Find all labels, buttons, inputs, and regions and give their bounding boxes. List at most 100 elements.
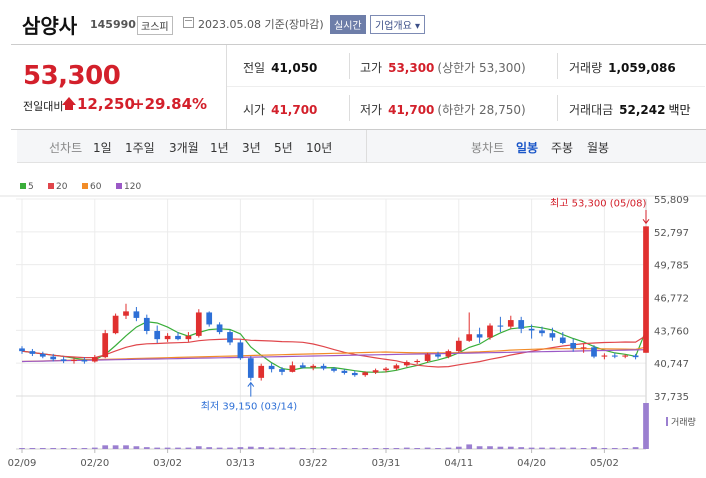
candle-body (539, 330, 545, 334)
volume-bar (164, 447, 171, 449)
volume-bar (29, 448, 36, 449)
volume-bar (331, 448, 337, 449)
volume-bar (123, 445, 129, 449)
volume-bar (310, 448, 317, 449)
volume-bar (154, 447, 161, 449)
candle-body (206, 312, 213, 325)
volume-bar (60, 448, 67, 449)
x-tick-label: 03/22 (299, 458, 328, 469)
candle-body (414, 360, 421, 363)
candle-body (39, 353, 46, 357)
volume-bar (435, 448, 441, 449)
period-5y[interactable]: 5년 (274, 141, 293, 155)
legend-label-5: 5 (28, 182, 34, 192)
volume-bar (185, 447, 192, 449)
calendar-icon (183, 17, 194, 28)
volume-bar (216, 447, 223, 449)
x-tick-label: 04/11 (444, 458, 473, 469)
candle-chart-label: 봉차트 (471, 141, 505, 155)
volume-bar (247, 446, 254, 449)
volume-bar (403, 447, 410, 449)
period-10y[interactable]: 10년 (306, 141, 333, 155)
low-label: 저가 (360, 103, 383, 117)
volume-bar (424, 447, 431, 449)
volume-bar (279, 447, 285, 449)
legend-swatch-120 (116, 183, 122, 189)
period-1y[interactable]: 1년 (210, 141, 229, 155)
candle-body (497, 325, 504, 327)
day-high: 고가 53,300 (상한가 53,300) (360, 59, 526, 76)
volume-bar (383, 448, 389, 449)
high-label: 고가 (360, 61, 383, 75)
open-price: 시가 41,700 (243, 101, 317, 118)
x-tick-label: 02/20 (80, 458, 109, 469)
volume-bar (570, 447, 577, 449)
y-tick-label: 52,797 (654, 228, 689, 239)
candle-body (528, 328, 535, 331)
volume-bar (299, 448, 306, 449)
volume-bar (320, 448, 327, 449)
period-1w[interactable]: 1주일 (125, 141, 155, 155)
candle-body (19, 348, 25, 352)
period-3y[interactable]: 3년 (242, 141, 261, 155)
volume-bar (518, 447, 525, 449)
quote-row-1: 전일 41,050 고가 53,300 (상한가 53,300) 거래량 1,059,0… (227, 45, 705, 87)
y-tick-label: 46,772 (654, 294, 689, 305)
candle-body (466, 334, 473, 341)
legend-label-20: 20 (56, 182, 68, 192)
chart-grid (0, 195, 706, 450)
candle-body (185, 335, 192, 340)
volume-bar (372, 448, 379, 449)
candle-body (559, 337, 566, 343)
candle-body (299, 365, 306, 368)
prev-close: 전일 41,050 (243, 59, 317, 76)
candle-weekly[interactable]: 주봉 (551, 141, 574, 155)
company-overview-dropdown[interactable]: 기업개요 ▾ (370, 15, 425, 34)
volume-bar (362, 448, 369, 449)
candle-body (112, 315, 119, 334)
volume-bar (195, 446, 202, 449)
candle-body (580, 347, 587, 349)
volume-bar (71, 448, 77, 449)
volume-bar (643, 403, 649, 449)
volume-bar (102, 445, 109, 449)
x-tick-label: 03/31 (372, 458, 401, 469)
realtime-button[interactable]: 실시간 (330, 15, 366, 34)
y-tick-label: 49,785 (654, 261, 689, 272)
volume-bar (50, 448, 57, 449)
candle-body (455, 340, 462, 352)
high-value: 53,300 (388, 61, 435, 75)
legend-swatch-20 (48, 183, 54, 189)
candles (19, 226, 649, 381)
candle-body (102, 333, 109, 358)
volume-bar (445, 447, 452, 449)
y-tick-label: 40,747 (654, 359, 689, 370)
x-axis: 02/09 02/20 03/02 03/13 03/22 03/31 04/11 04/20… (8, 449, 619, 469)
volume-bar (487, 446, 493, 449)
y-axis: 55,809 52,797 49,785 46,772 43,760 40,747 37,7… (654, 195, 689, 403)
volume-bar (289, 447, 296, 449)
candle-body (393, 365, 400, 369)
period-1d[interactable]: 1일 (93, 141, 112, 155)
period-3m[interactable]: 3개월 (169, 141, 199, 155)
candle-body (372, 370, 379, 373)
candle-body (622, 355, 629, 357)
volume-bar (268, 447, 275, 449)
day-low: 저가 41,700 (하한가 28,750) (360, 101, 526, 118)
volume-bar (622, 448, 629, 449)
x-tick-label: 02/09 (8, 458, 37, 469)
change-value: 12,250 (77, 95, 135, 113)
y-tick-label: 43,760 (654, 326, 689, 337)
high-annotation: 최고 53,300 (05/08) (550, 198, 646, 210)
volume-legend-swatch (666, 417, 668, 426)
x-tick-label: 03/13 (226, 458, 255, 469)
y-tick-label: 55,809 (654, 195, 689, 206)
volume-bar (393, 448, 400, 449)
candle-daily[interactable]: 일봉 (516, 141, 539, 155)
line-chart-label: 선차트 (49, 141, 83, 155)
candle-body (424, 354, 431, 361)
open-label: 시가 (243, 103, 266, 117)
candle-monthly[interactable]: 월봉 (587, 141, 610, 155)
volume-label: 거래량 (671, 416, 696, 428)
price-chart[interactable]: 5 20 60 120 55,809 52,797 49,785 46,772 43,760 4… (0, 163, 706, 478)
